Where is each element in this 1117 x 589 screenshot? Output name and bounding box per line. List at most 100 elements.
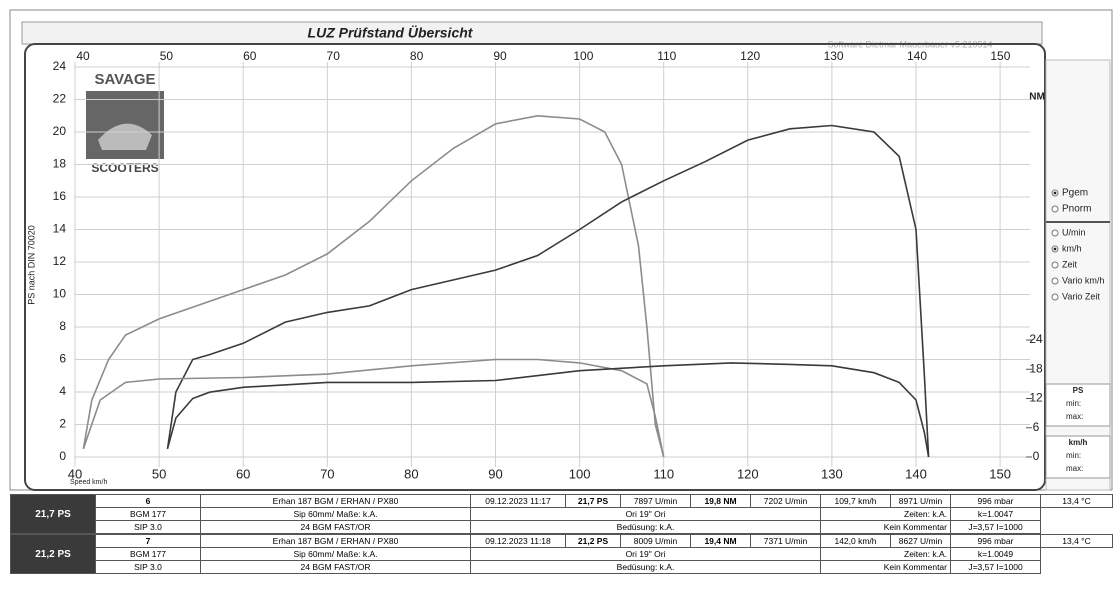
data-line	[82, 114, 665, 458]
run-value: 19,4 NM	[690, 534, 751, 548]
run-value: 21,7 PS	[565, 494, 621, 508]
x-tick-label: 80	[404, 466, 418, 481]
run-badge: 21,7 PS	[10, 494, 96, 534]
run-value: 19,8 NM	[690, 494, 751, 508]
y2-tick-label: 6	[1033, 420, 1040, 434]
option-label: Vario km/h	[1062, 275, 1104, 285]
x-tick-label-top: 90	[493, 49, 507, 63]
y2-axis-label: NM	[1029, 92, 1045, 103]
run-value: 8627 U/min	[890, 534, 951, 548]
run-value: 7202 U/min	[750, 494, 821, 508]
x-tick-label-top: 40	[76, 49, 90, 63]
run-detail: Ori 19" Ori	[470, 507, 821, 521]
plot-frame	[24, 43, 1046, 491]
run-detail: J=3,57 I=1000	[950, 560, 1041, 574]
y-tick-label: 6	[59, 352, 66, 366]
x-tick-label: 140	[905, 466, 927, 481]
run-value: 7371 U/min	[750, 534, 821, 548]
run-value: 13,4 °C	[1040, 494, 1113, 508]
y-axis-label: PS nach DIN 70020	[26, 225, 36, 305]
option-label: Vario Zeit	[1062, 291, 1100, 301]
option-label: Zeit	[1062, 259, 1078, 269]
run-value: 142,0 km/h	[820, 534, 891, 548]
option-radio	[1051, 293, 1059, 301]
data-line	[82, 358, 665, 458]
run-detail: J=3,57 I=1000	[950, 520, 1041, 534]
run-value: 09.12.2023 11:18	[470, 534, 566, 548]
range-box	[1045, 383, 1111, 427]
run-value: 109,7 km/h	[820, 494, 891, 508]
run-detail: Sip 60mm/ Maße: k.A.	[200, 507, 471, 521]
run-value: 21,2 PS	[565, 534, 621, 548]
option-radio	[1051, 205, 1059, 213]
logo-bottom: SCOOTERS	[91, 161, 158, 175]
x-tick-label-top: 110	[657, 49, 676, 63]
run-table: 21,2 PS 7 Erhan 187 BGM / ERHAN / PX80 09.1…	[10, 534, 1113, 574]
x-tick-label-top: 50	[160, 49, 174, 63]
option-label: km/h	[1062, 243, 1082, 253]
y2-tick-label: 0	[1033, 449, 1040, 463]
run-detail: Kein Kommentar	[820, 520, 951, 534]
x-tick-label: 110	[653, 466, 674, 481]
run-badge: 21,2 PS	[10, 534, 96, 574]
x-tick-label: 70	[320, 466, 334, 481]
run-detail: 24 BGM FAST/OR	[200, 520, 471, 534]
x-tick-label: 100	[569, 466, 591, 481]
run-value: 996 mbar	[950, 494, 1041, 508]
run-detail: Zeiten: k.A.	[820, 507, 951, 521]
run-value: 996 mbar	[950, 534, 1041, 548]
run-detail: 24 BGM FAST/OR	[200, 560, 471, 574]
data-line	[166, 362, 930, 458]
run-detail: BGM 177	[95, 547, 201, 561]
data-line	[166, 124, 930, 458]
run-row: 21,2 PS 7 Erhan 187 BGM / ERHAN / PX80 09.1…	[10, 534, 1113, 574]
run-detail: Bedüsung: k.A.	[470, 560, 821, 574]
y-tick-label: 16	[53, 189, 67, 203]
y2-tick-label: 12	[1029, 391, 1043, 405]
run-value: 7	[95, 534, 201, 548]
y-tick-label: 24	[53, 59, 67, 73]
x-tick-label-top: 70	[327, 49, 341, 63]
run-value: Erhan 187 BGM / ERHAN / PX80	[200, 494, 471, 508]
run-detail: SIP 3.0	[95, 560, 201, 574]
range-max: max:	[1066, 464, 1083, 473]
range-box	[1045, 435, 1111, 479]
range-min: min:	[1066, 399, 1081, 408]
y2-tick-label: 18	[1029, 361, 1043, 375]
logo: SAVAGE SCOOTERS	[84, 68, 166, 180]
run-value: 6	[95, 494, 201, 508]
run-value: 09.12.2023 11:17	[470, 494, 566, 508]
run-detail: Zeiten: k.A.	[820, 547, 951, 561]
run-detail: k=1.0049	[950, 547, 1041, 561]
y-tick-label: 12	[53, 254, 67, 268]
x-tick-label: 150	[989, 466, 1011, 481]
run-value: 7897 U/min	[620, 494, 691, 508]
y2-tick-label: 24	[1029, 332, 1043, 346]
run-detail: BGM 177	[95, 507, 201, 521]
logo-top: SAVAGE	[94, 71, 155, 88]
x-tick-label-top: 100	[573, 49, 593, 63]
option-label: U/min	[1062, 227, 1086, 237]
chart: LUZ Prüfstand Übersicht Software Dietmar…	[9, 9, 1113, 491]
range-max: max:	[1066, 412, 1083, 421]
option-radio	[1051, 277, 1059, 285]
y-tick-label: 20	[53, 124, 67, 138]
side-panel: Pgem Pnorm U/min km/h Zeit Vario km/h Vario Ze…	[1045, 59, 1111, 491]
x-tick-label-top: 80	[410, 49, 424, 63]
run-value: 8971 U/min	[890, 494, 951, 508]
range-title: PS	[1073, 386, 1084, 395]
run-row: SIP 3.0 24 BGM FAST/OR Bedüsung: k.A. Kein …	[11, 520, 1113, 534]
x-tick-label: 60	[236, 466, 250, 481]
run-value: 13,4 °C	[1040, 534, 1113, 548]
option-label: Pgem	[1062, 188, 1088, 199]
option-dot	[1053, 191, 1057, 195]
y-tick-label: 22	[53, 92, 67, 106]
x-axis-label: Speed km/h	[70, 479, 107, 486]
x-tick-label-top: 130	[824, 49, 844, 63]
y-tick-label: 10	[53, 287, 67, 301]
y-tick-label: 2	[59, 417, 66, 431]
run-row: BGM 177 Sip 60mm/ Maße: k.A. Ori 19" Ori Ze…	[11, 507, 1113, 521]
option-dot	[1053, 247, 1057, 251]
x-tick-label: 50	[152, 466, 166, 481]
